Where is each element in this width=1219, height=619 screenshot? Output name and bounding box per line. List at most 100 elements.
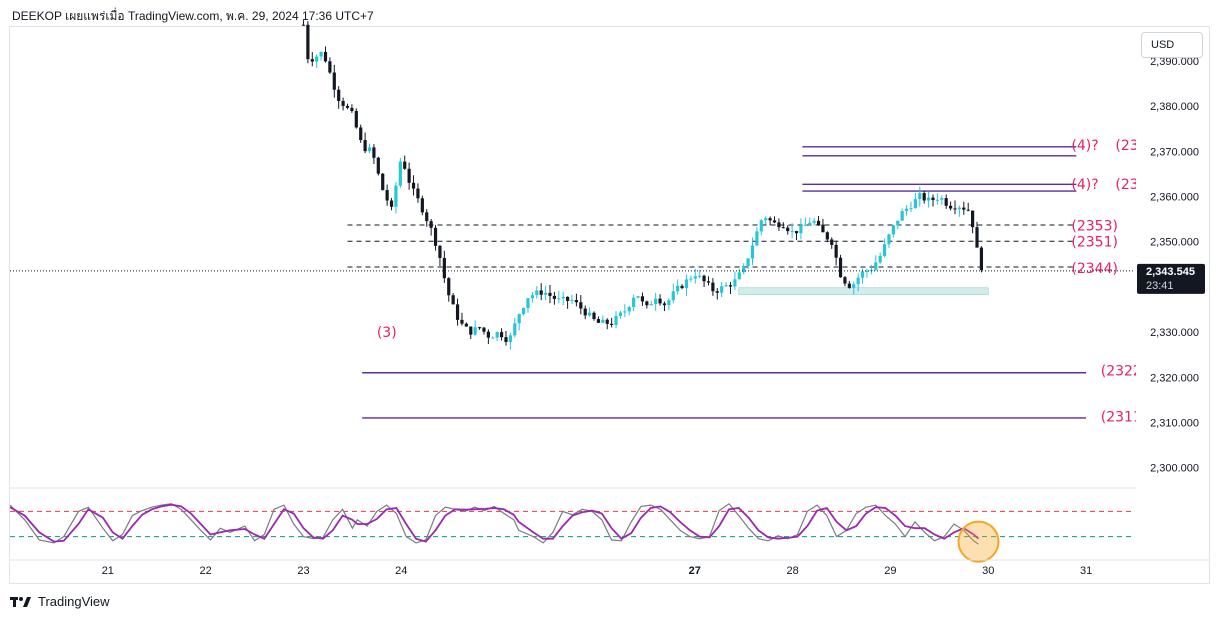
bullish-candle bbox=[627, 305, 631, 316]
wave-annotation-label: (3) bbox=[377, 325, 397, 341]
bearish-candle bbox=[777, 218, 781, 231]
bearish-candle bbox=[332, 64, 336, 98]
candle-body bbox=[737, 272, 741, 280]
bearish-candle bbox=[834, 240, 838, 266]
bullish-candle bbox=[315, 54, 319, 68]
stoch-d-line bbox=[9, 503, 980, 543]
bearish-candle bbox=[596, 316, 601, 324]
candle-body bbox=[301, 24, 306, 26]
bearish-candle bbox=[966, 202, 970, 212]
bearish-candle bbox=[425, 209, 429, 227]
bullish-candle bbox=[649, 300, 653, 306]
candle-body bbox=[332, 72, 336, 90]
candle-body bbox=[680, 285, 684, 289]
countdown-timer: 23:41 bbox=[1146, 280, 1174, 292]
wave-annotation-label: (2344) bbox=[1071, 261, 1118, 277]
candle-body bbox=[640, 296, 645, 302]
bearish-candle bbox=[464, 322, 468, 327]
candle-body bbox=[521, 307, 526, 315]
bullish-candle bbox=[724, 282, 728, 287]
candle-body bbox=[733, 279, 737, 287]
candle-body bbox=[548, 292, 552, 296]
candle-body bbox=[627, 307, 631, 312]
candle-body bbox=[816, 220, 821, 225]
candle-body bbox=[508, 335, 512, 342]
bullish-candle bbox=[319, 51, 323, 61]
bearish-candle bbox=[728, 282, 733, 295]
bullish-candle bbox=[918, 186, 922, 207]
candle-body bbox=[614, 316, 618, 325]
bullish-candle bbox=[900, 208, 904, 221]
annotations-layer: (4)?(2371)(4)?(2362.5(2353)(2351)(2344)(… bbox=[377, 138, 1170, 426]
bullish-candle bbox=[698, 269, 702, 279]
bearish-candle bbox=[781, 222, 785, 229]
bearish-candle bbox=[376, 156, 380, 176]
candle-body bbox=[359, 127, 363, 141]
candle-body bbox=[794, 230, 799, 234]
candle-body bbox=[363, 140, 367, 152]
candle-body bbox=[689, 278, 693, 280]
tradingview-logo[interactable]: TradingView bbox=[10, 594, 110, 609]
bearish-candle bbox=[403, 155, 407, 170]
chart-header-title: DEEKOP เผยแพร่เมื่อ TradingView.com, พ.ค… bbox=[12, 9, 374, 23]
bullish-candle bbox=[618, 311, 623, 319]
price-tick-label: 2,300.000 bbox=[1150, 463, 1199, 475]
bearish-candle bbox=[566, 296, 570, 309]
candle-body bbox=[460, 319, 464, 324]
bearish-candle bbox=[310, 51, 314, 67]
candle-body bbox=[693, 276, 697, 279]
bullish-candle bbox=[750, 237, 755, 266]
candle-body bbox=[319, 51, 323, 57]
candle-body bbox=[843, 277, 847, 284]
candle-body bbox=[962, 207, 966, 210]
bearish-candle bbox=[337, 86, 341, 109]
bullish-candle bbox=[535, 286, 539, 299]
candle-body bbox=[768, 218, 772, 221]
bullish-candle bbox=[755, 226, 759, 246]
candle-body bbox=[676, 285, 680, 292]
bearish-candle bbox=[486, 329, 490, 345]
currency-button[interactable]: USD bbox=[1141, 32, 1203, 58]
bullish-candle bbox=[909, 201, 913, 213]
bullish-candle bbox=[588, 307, 592, 317]
bullish-candle bbox=[473, 320, 477, 336]
bullish-candle bbox=[891, 224, 895, 238]
price-tick-label: 2,350.000 bbox=[1150, 237, 1199, 249]
bullish-candle bbox=[654, 292, 658, 311]
bearish-candle bbox=[345, 103, 350, 110]
bearish-candle bbox=[416, 183, 420, 203]
price-tick-label: 2,360.000 bbox=[1150, 191, 1199, 203]
candle-body bbox=[570, 300, 574, 302]
bullish-candle bbox=[667, 298, 671, 311]
wave-annotation-label: (4)? bbox=[1071, 177, 1098, 193]
bearish-candle bbox=[451, 293, 455, 305]
candle-body bbox=[904, 208, 909, 212]
candle-body bbox=[561, 296, 565, 299]
candles-layer bbox=[301, 20, 984, 350]
candle-body bbox=[605, 319, 609, 324]
bearish-candle bbox=[359, 124, 363, 143]
bullish-candle bbox=[878, 252, 882, 265]
candle-body bbox=[350, 107, 354, 112]
candle-body bbox=[706, 281, 711, 283]
candle-body bbox=[926, 197, 931, 201]
candle-body bbox=[504, 337, 508, 342]
candle-body bbox=[948, 205, 953, 209]
bullish-candle bbox=[513, 318, 517, 338]
bullish-candle bbox=[623, 304, 627, 318]
candle-body bbox=[574, 300, 579, 303]
candle-body bbox=[957, 207, 962, 210]
candle-body bbox=[667, 300, 671, 306]
bullish-candle bbox=[526, 297, 530, 313]
candle-body bbox=[649, 304, 653, 306]
time-tick-label: 29 bbox=[884, 565, 896, 577]
time-tick-label: 22 bbox=[200, 565, 212, 577]
candle-body bbox=[882, 244, 887, 256]
candle-body bbox=[464, 323, 468, 327]
bearish-candle bbox=[662, 301, 667, 312]
bullish-candle bbox=[812, 217, 816, 226]
bearish-candle bbox=[381, 172, 385, 191]
bearish-candle bbox=[786, 225, 790, 235]
bearish-candle bbox=[460, 312, 464, 326]
